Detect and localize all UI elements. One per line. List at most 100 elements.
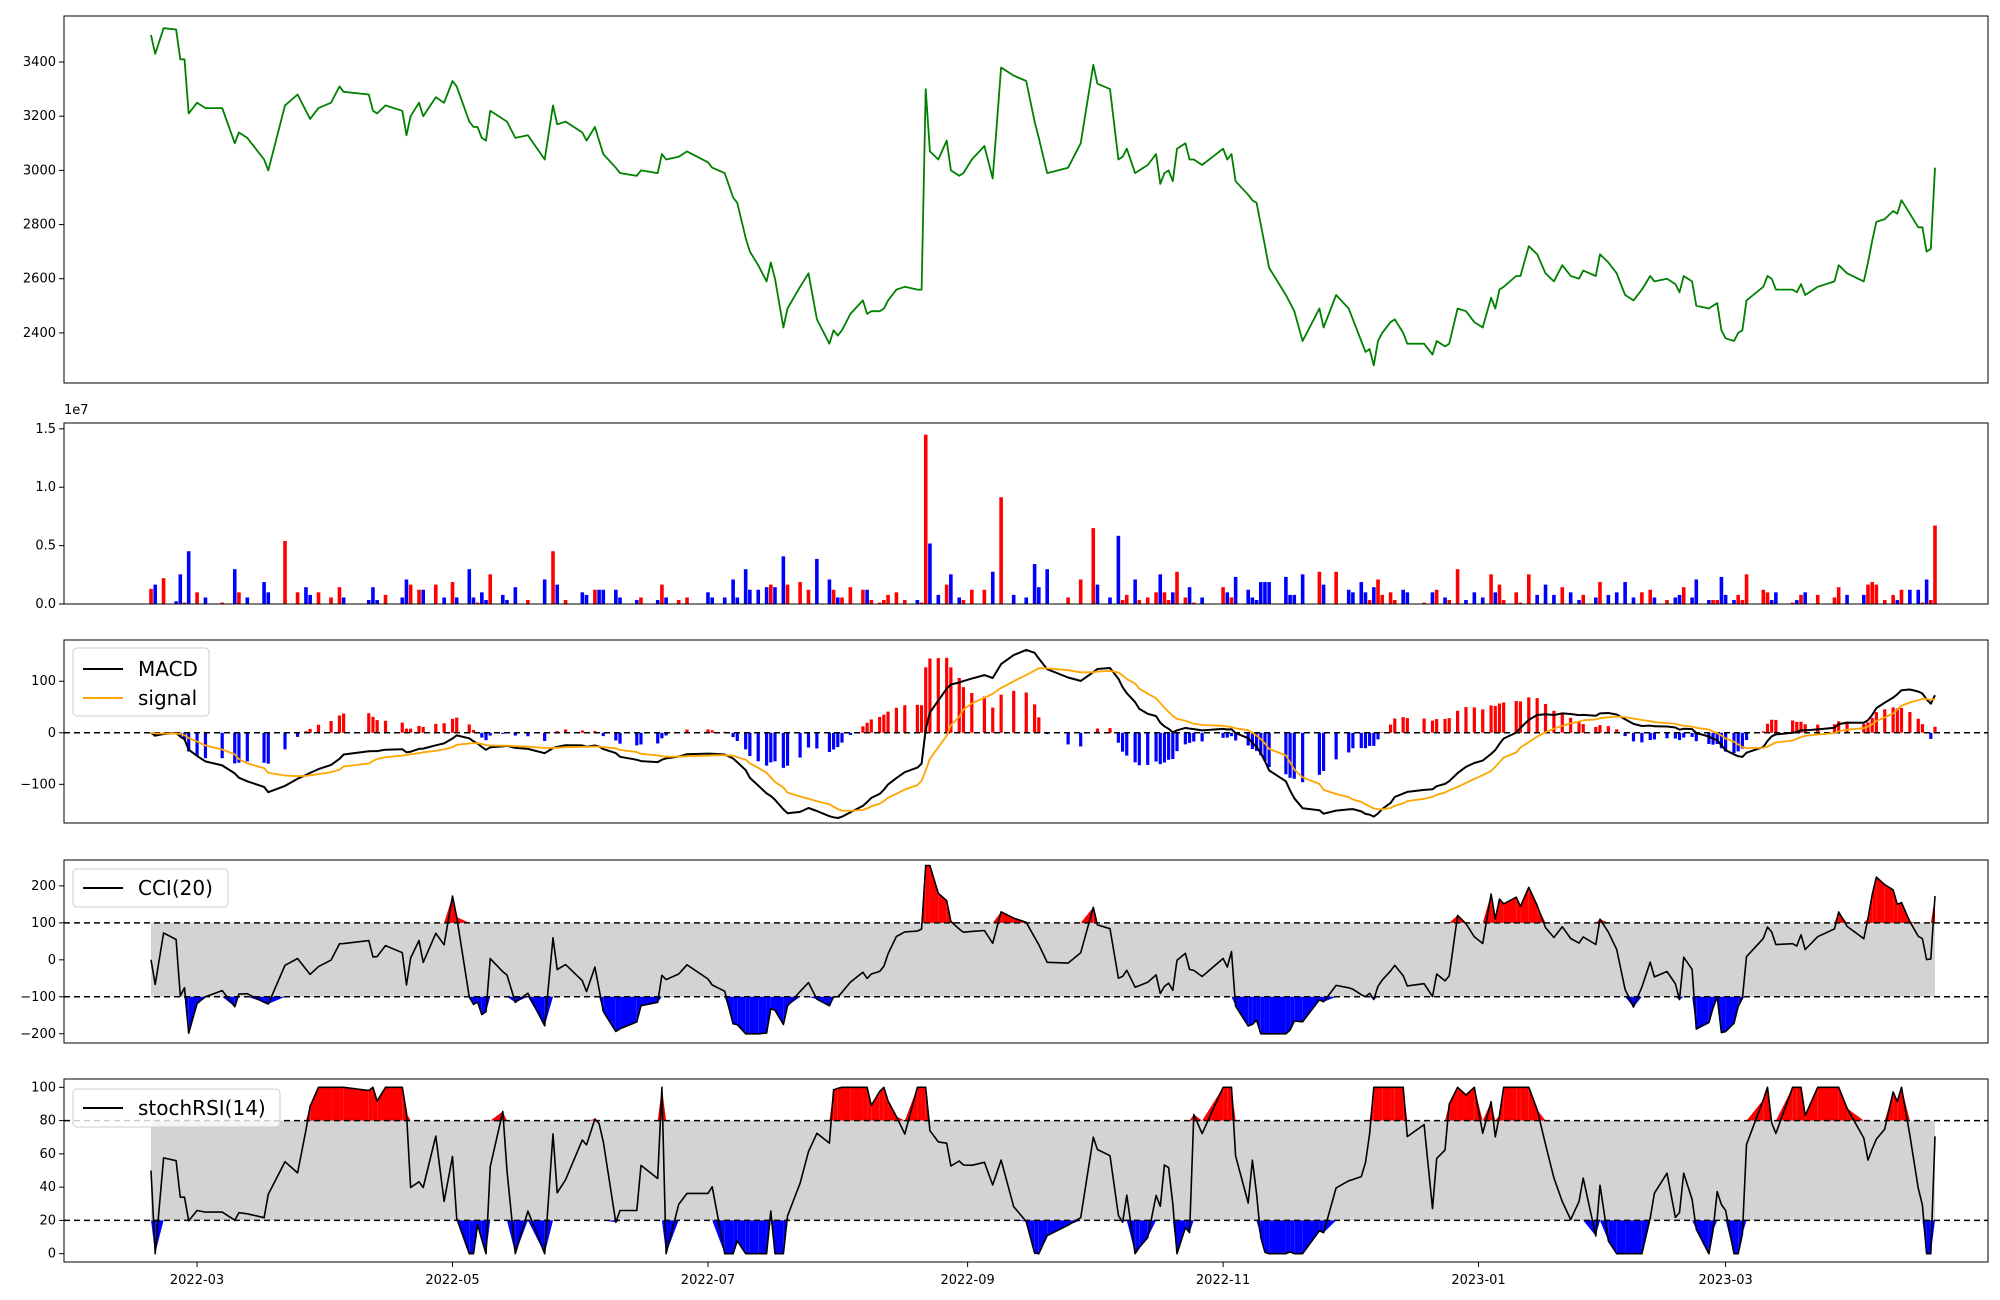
volume-bar <box>831 589 836 604</box>
volume-bar <box>1681 587 1686 604</box>
macd-histogram-bar <box>1489 705 1493 733</box>
volume-bar <box>1447 600 1452 604</box>
macd-histogram-bar <box>1732 732 1736 754</box>
macd-histogram-bar <box>798 732 802 758</box>
cci-oversold-fill <box>749 996 759 1034</box>
cci-ytick-label: 200 <box>31 879 56 894</box>
macd-histogram-bar <box>1744 732 1749 741</box>
volume-bar <box>1284 576 1288 604</box>
stochrsi-oversold-fill <box>1260 1220 1265 1253</box>
volume-bar <box>1363 592 1368 604</box>
stoch-ytick-label: 20 <box>39 1213 56 1228</box>
volume-bar <box>1258 582 1263 604</box>
volume-ytick-label: 1.0 <box>35 480 56 495</box>
stochrsi-overbought-fill <box>871 1091 880 1121</box>
volume-bar <box>542 579 547 604</box>
cci-oversold-fill <box>787 996 801 1006</box>
macd-histogram-bar <box>471 729 476 733</box>
macd-histogram-bar <box>827 732 832 752</box>
volume-bar <box>266 592 271 604</box>
macd-histogram-bar <box>316 724 321 733</box>
cci-oversold-fill <box>620 996 637 1029</box>
macd-histogram-bar <box>924 667 928 733</box>
macd-histogram-bar <box>1288 732 1292 778</box>
volume-bar <box>710 597 714 604</box>
macd-histogram-bar <box>375 720 379 733</box>
volume-bar <box>815 558 819 604</box>
macd-histogram-bar <box>1866 722 1870 733</box>
macd-histogram-bar <box>815 732 819 749</box>
macd-histogram-bar <box>1464 707 1468 733</box>
volume-bar <box>1707 600 1711 604</box>
volume-bar <box>1891 594 1895 604</box>
volume-bar <box>1736 594 1740 604</box>
macd-histogram-bar <box>1321 732 1326 771</box>
volume-bar <box>337 587 342 604</box>
volume-bar <box>1254 600 1259 604</box>
macd-histogram-bar <box>1376 732 1380 740</box>
macd-histogram-bar <box>949 667 953 733</box>
macd-histogram-bar <box>1623 732 1627 737</box>
volume-bar <box>1162 592 1167 604</box>
stochrsi-oversold-fill <box>1047 1220 1069 1236</box>
macd-histogram-bar <box>450 718 455 733</box>
stochrsi-overbought-fill <box>385 1087 403 1121</box>
macd-histogram-bar <box>367 713 371 733</box>
macd-histogram-bar <box>1351 732 1355 749</box>
volume-ytick-label: 0.0 <box>35 597 56 612</box>
volume-bar <box>195 592 199 604</box>
volume-bar <box>731 579 735 604</box>
volume-bar <box>1790 602 1795 604</box>
volume-bar <box>970 589 974 604</box>
volume-bar <box>593 589 597 604</box>
stochrsi-oversold-fill <box>1294 1220 1303 1254</box>
volume-bar <box>664 597 668 604</box>
volume-bar <box>1455 569 1460 604</box>
volume-bar <box>1631 597 1636 604</box>
cci-overbought-fill <box>1503 897 1517 923</box>
volume-bar <box>1116 535 1121 604</box>
macd-histogram-bar <box>580 730 584 733</box>
cci-oversold-fill <box>1285 996 1291 1034</box>
stochrsi-overbought-fill <box>1503 1087 1517 1121</box>
stochrsi-overbought-fill <box>833 1088 838 1121</box>
price-panel: 2400 2600 2800 3000 3200 3400 <box>23 15 1989 384</box>
volume-bar <box>329 597 333 604</box>
stochrsi-legend: stochRSI(14) <box>72 1088 281 1128</box>
macd-histogram-bar <box>383 720 388 733</box>
macd-histogram-bar <box>1740 732 1744 749</box>
volume-bar <box>1803 592 1807 604</box>
volume-bar <box>295 592 300 604</box>
volume-bar <box>1472 592 1477 604</box>
stochrsi-oversold-fill <box>1135 1220 1140 1254</box>
stochrsi-overbought-fill <box>1796 1087 1801 1121</box>
macd-histogram-bar <box>1024 692 1028 733</box>
stochrsi-overbought-fill <box>1817 1087 1835 1121</box>
macd-histogram-bar <box>1388 724 1393 733</box>
macd-histogram-bar <box>409 728 413 733</box>
volume-bar <box>505 600 509 604</box>
price-axes-frame <box>63 15 1989 384</box>
cci-axes-frame <box>63 859 1989 1044</box>
stochrsi-overbought-fill <box>879 1087 884 1121</box>
macd-histogram-bar <box>1569 717 1573 733</box>
volume-bar <box>371 587 375 604</box>
macd-histogram-bar <box>1171 732 1175 760</box>
volume-bar <box>634 600 639 604</box>
macd-histogram-bar <box>1120 732 1125 752</box>
price-ytick-label: 2600 <box>23 272 56 287</box>
stochrsi-oversold-fill <box>1264 1220 1270 1254</box>
stochrsi-overbought-fill <box>1382 1087 1391 1121</box>
cci-ytick-label: 100 <box>31 916 56 931</box>
volume-bar <box>1392 600 1397 604</box>
cci-legend-label: CCI(20) <box>138 876 213 900</box>
stochrsi-overbought-fill <box>1893 1091 1898 1121</box>
macd-histogram-bar <box>1372 732 1376 746</box>
cci-overbought-fill <box>1897 902 1902 923</box>
volume-bar <box>1443 597 1447 604</box>
cci-oversold-fill <box>1294 996 1303 1022</box>
macd-histogram-bar <box>982 696 986 733</box>
volume-bar <box>245 597 250 604</box>
macd-histogram-bar <box>1933 726 1937 733</box>
stochrsi-oversold-fill <box>1319 1220 1324 1233</box>
